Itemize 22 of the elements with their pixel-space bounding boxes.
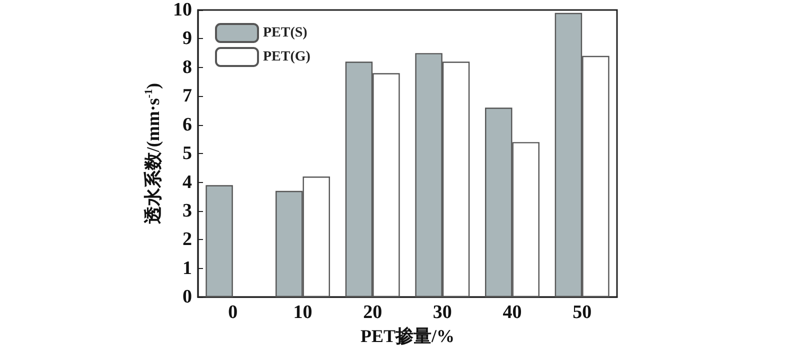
x-tick-label: 50 (572, 302, 592, 324)
y-tick-label: 3 (182, 200, 192, 222)
bar (206, 185, 233, 298)
y-tick-label: 10 (173, 0, 192, 20)
legend-label: PET(G) (263, 50, 311, 64)
x-tick-label: 0 (228, 302, 238, 324)
y-tick-label: 4 (182, 172, 192, 193)
x-tick-label: 30 (432, 302, 452, 324)
y-tick-label: 1 (182, 258, 192, 279)
y-tick-label: 9 (182, 28, 192, 50)
x-tick-label: 20 (363, 302, 382, 324)
x-axis-title: PET掺量/% (360, 326, 455, 346)
y-tick-label: 2 (182, 229, 192, 250)
y-tick-label: 5 (182, 143, 192, 164)
x-tick-label: 40 (502, 302, 522, 324)
y-tick-label: 0 (182, 286, 192, 308)
legend-label: PET(S) (263, 26, 308, 40)
x-tick-label: 10 (293, 302, 312, 324)
y-tick-label: 8 (182, 56, 192, 78)
y-tick-label: 6 (182, 114, 192, 136)
y-axis-title: 透水系数/(mm·s-1) (143, 82, 164, 226)
y-tick-label: 7 (182, 86, 192, 107)
